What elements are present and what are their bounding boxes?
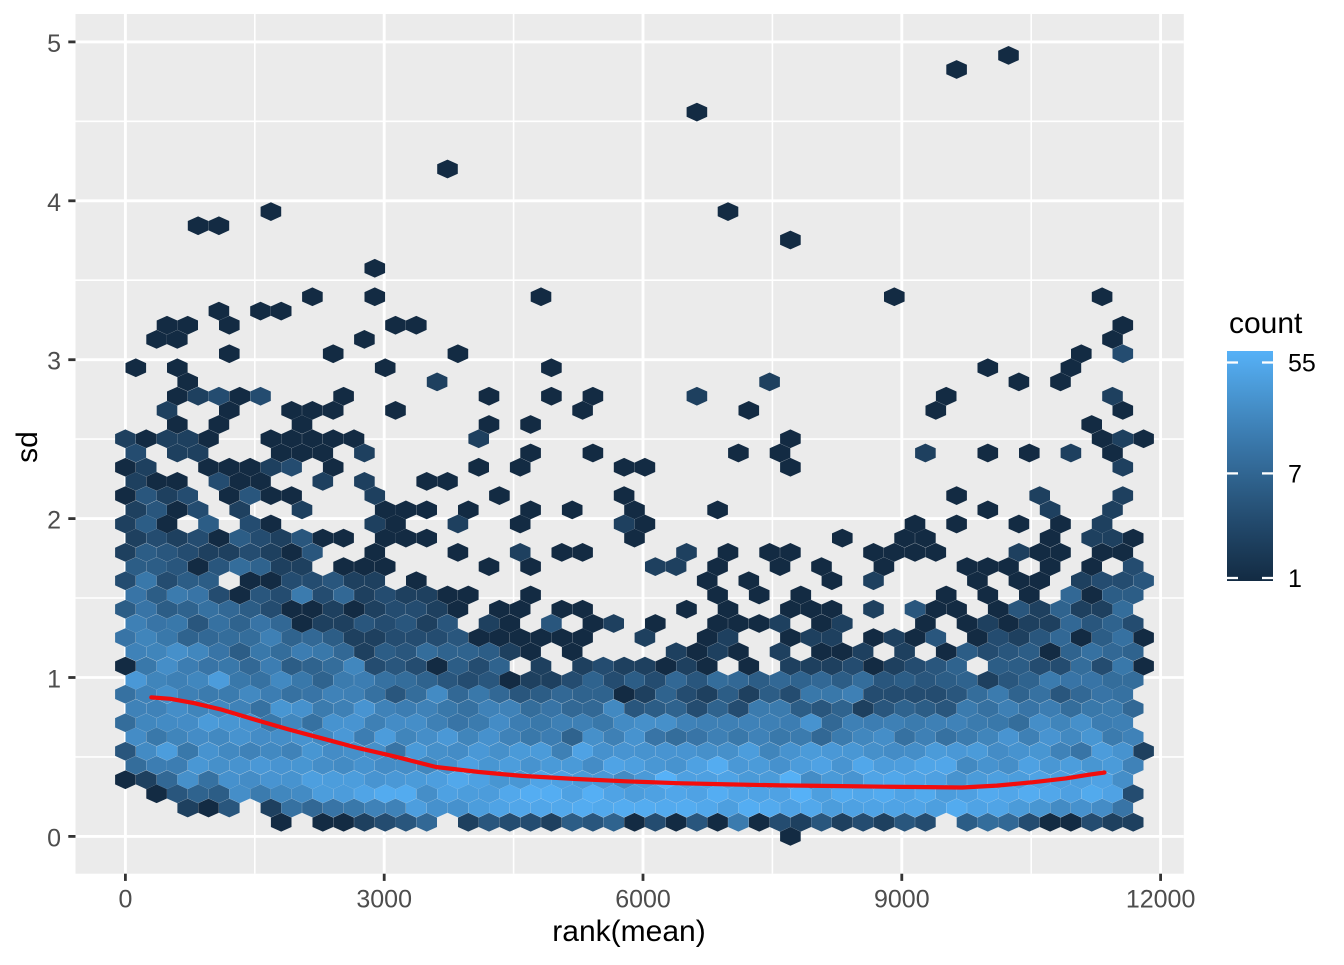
svg-text:1: 1 xyxy=(1288,565,1302,593)
svg-text:6000: 6000 xyxy=(615,886,671,914)
svg-text:0: 0 xyxy=(118,886,132,914)
svg-text:9000: 9000 xyxy=(874,886,930,914)
svg-text:count: count xyxy=(1229,307,1303,340)
svg-text:rank(mean): rank(mean) xyxy=(552,915,705,948)
svg-text:5: 5 xyxy=(47,30,61,58)
svg-text:55: 55 xyxy=(1288,350,1316,378)
svg-text:2: 2 xyxy=(47,507,61,535)
svg-text:12000: 12000 xyxy=(1126,886,1196,914)
svg-text:3: 3 xyxy=(47,348,61,376)
svg-text:1: 1 xyxy=(47,666,61,694)
svg-text:3000: 3000 xyxy=(356,886,412,914)
svg-text:7: 7 xyxy=(1288,460,1302,488)
svg-text:sd: sd xyxy=(11,431,44,463)
svg-text:0: 0 xyxy=(47,824,61,852)
svg-text:4: 4 xyxy=(47,189,61,217)
